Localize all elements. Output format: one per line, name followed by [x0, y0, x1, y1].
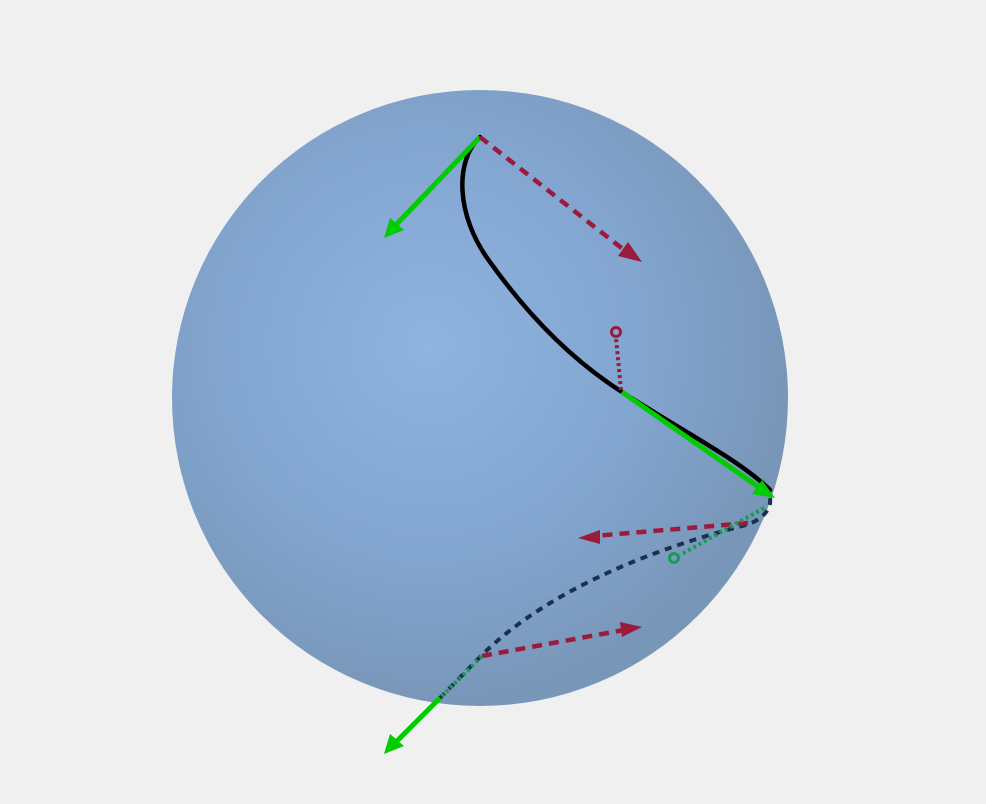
tangent-vector-middle	[620, 389, 775, 498]
normal-vector-middle	[610, 326, 623, 391]
curve-back-segment	[436, 497, 773, 702]
curve-front-segment	[460, 134, 773, 493]
sphere	[172, 90, 788, 706]
normal-vector-top	[478, 135, 642, 262]
tangent-vector-right-back	[668, 506, 765, 564]
tangent-vector-lower	[384, 654, 484, 754]
normal-vector-right	[578, 520, 749, 544]
tangent-vector-top	[384, 135, 482, 238]
normal-vector-lower	[481, 622, 642, 659]
